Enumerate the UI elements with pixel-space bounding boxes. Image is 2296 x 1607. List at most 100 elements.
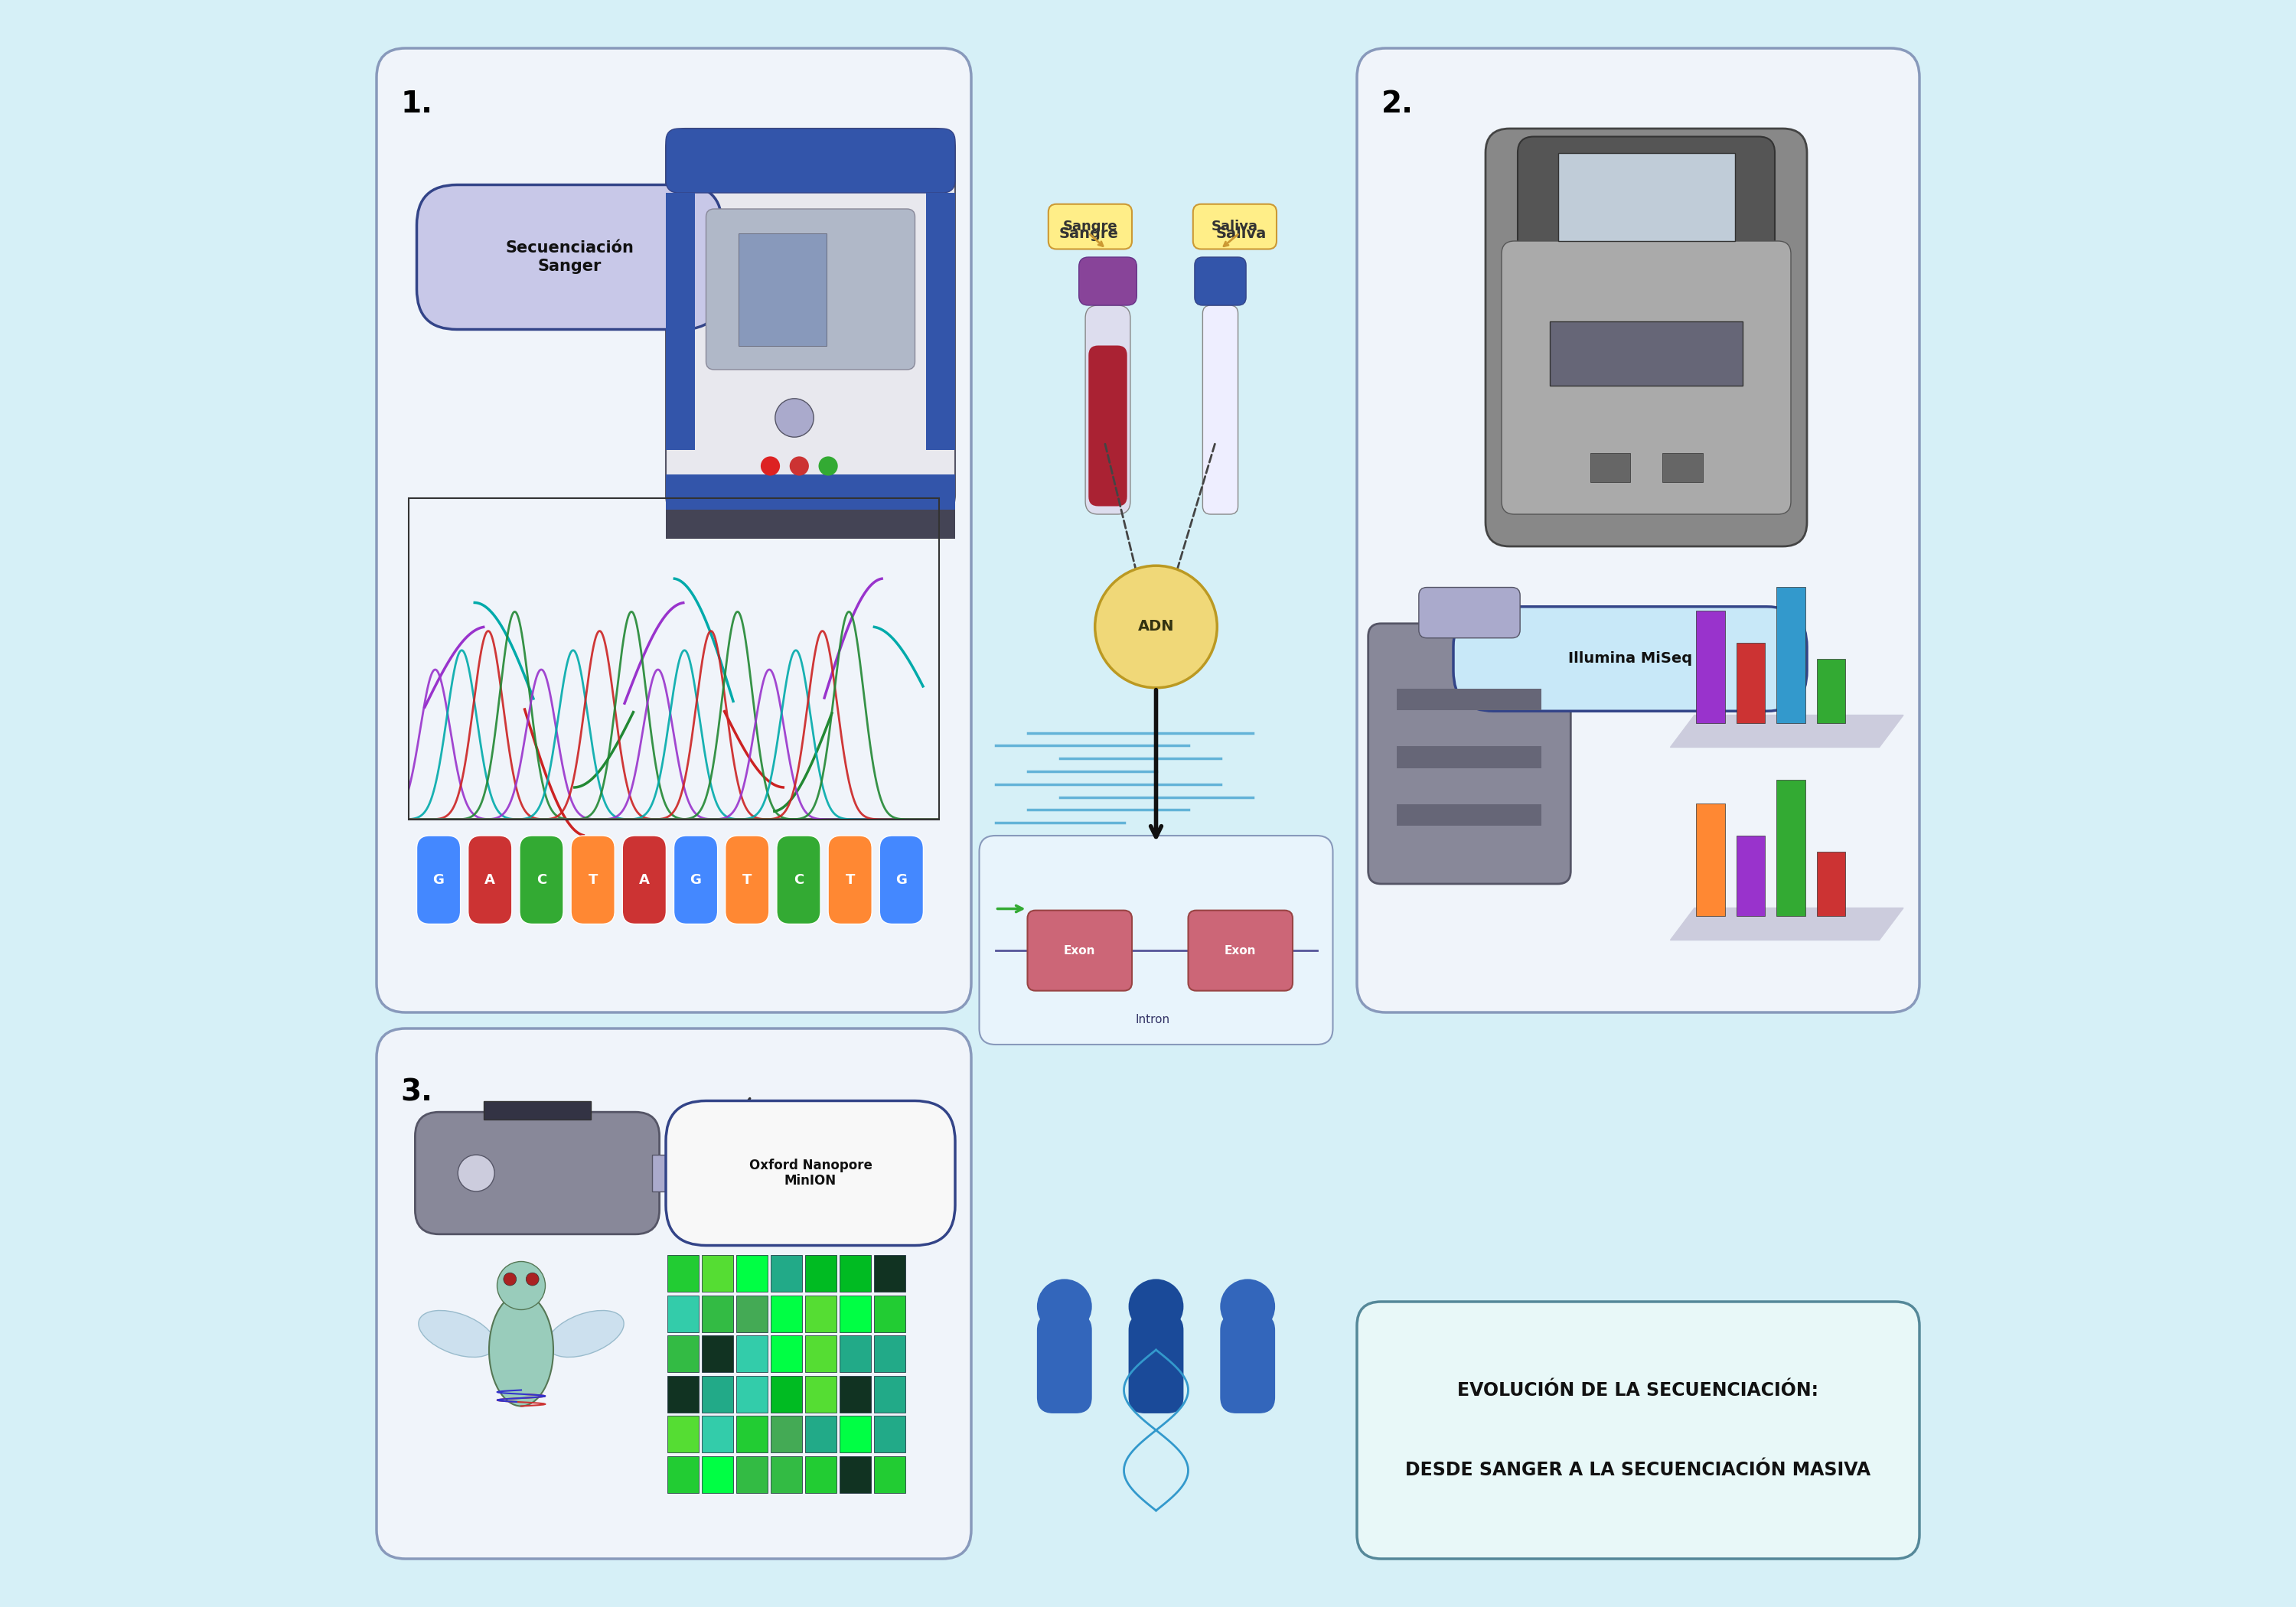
Circle shape bbox=[776, 399, 813, 437]
Bar bbox=[666, 474, 955, 514]
Text: DESDE SANGER A LA SECUENCIACIÓN MASIVA: DESDE SANGER A LA SECUENCIACIÓN MASIVA bbox=[1405, 1461, 1871, 1480]
Bar bbox=[1736, 836, 1766, 916]
Bar bbox=[771, 1295, 801, 1332]
Bar bbox=[925, 193, 955, 450]
FancyBboxPatch shape bbox=[1486, 129, 1807, 546]
Circle shape bbox=[790, 456, 808, 476]
FancyBboxPatch shape bbox=[622, 836, 666, 924]
FancyBboxPatch shape bbox=[1357, 1302, 1919, 1559]
Bar bbox=[840, 1456, 870, 1493]
FancyBboxPatch shape bbox=[1194, 204, 1277, 249]
FancyBboxPatch shape bbox=[1502, 241, 1791, 514]
Bar bbox=[1396, 746, 1541, 768]
Bar bbox=[703, 1255, 732, 1292]
Circle shape bbox=[457, 1155, 494, 1191]
FancyBboxPatch shape bbox=[377, 48, 971, 1012]
Ellipse shape bbox=[489, 1294, 553, 1406]
Circle shape bbox=[526, 1273, 540, 1286]
Bar bbox=[840, 1376, 870, 1413]
Text: Exon: Exon bbox=[1224, 945, 1256, 956]
Bar bbox=[875, 1335, 905, 1372]
Text: A: A bbox=[484, 873, 496, 887]
Bar bbox=[840, 1335, 870, 1372]
Bar bbox=[1697, 611, 1724, 723]
Bar bbox=[668, 1335, 698, 1372]
Bar bbox=[1816, 852, 1846, 916]
Bar bbox=[668, 1255, 698, 1292]
Bar bbox=[840, 1255, 870, 1292]
FancyBboxPatch shape bbox=[978, 836, 1332, 1045]
Bar bbox=[1777, 779, 1805, 916]
Bar bbox=[806, 1416, 836, 1453]
Bar bbox=[771, 1456, 801, 1493]
Text: A: A bbox=[638, 873, 650, 887]
FancyBboxPatch shape bbox=[1203, 305, 1238, 514]
FancyBboxPatch shape bbox=[416, 1112, 659, 1234]
Circle shape bbox=[1095, 566, 1217, 688]
FancyBboxPatch shape bbox=[377, 1028, 971, 1559]
Ellipse shape bbox=[418, 1310, 496, 1358]
Bar bbox=[737, 1295, 767, 1332]
Bar bbox=[1396, 688, 1541, 710]
Bar bbox=[875, 1456, 905, 1493]
Circle shape bbox=[1130, 1279, 1182, 1334]
FancyBboxPatch shape bbox=[1029, 910, 1132, 990]
Bar bbox=[737, 1456, 767, 1493]
Text: Oxford Nanopore
MinION: Oxford Nanopore MinION bbox=[748, 1159, 872, 1188]
Bar bbox=[806, 1376, 836, 1413]
Text: Intron: Intron bbox=[1137, 1014, 1171, 1025]
Circle shape bbox=[503, 1273, 517, 1286]
FancyBboxPatch shape bbox=[1518, 137, 1775, 257]
Bar bbox=[737, 1416, 767, 1453]
FancyBboxPatch shape bbox=[1453, 606, 1807, 710]
Bar bbox=[771, 1376, 801, 1413]
Text: Saliva: Saliva bbox=[1217, 227, 1267, 241]
Bar bbox=[1816, 659, 1846, 723]
Bar bbox=[771, 1255, 801, 1292]
FancyBboxPatch shape bbox=[1189, 910, 1293, 990]
Text: G: G bbox=[895, 873, 907, 887]
Bar bbox=[1697, 804, 1724, 916]
FancyBboxPatch shape bbox=[1368, 624, 1570, 884]
Text: Secuenciación
Sanger: Secuenciación Sanger bbox=[505, 241, 634, 273]
FancyBboxPatch shape bbox=[1038, 1315, 1093, 1414]
Text: Illumina MiSeq: Illumina MiSeq bbox=[1568, 651, 1692, 667]
Bar bbox=[703, 1456, 732, 1493]
Text: EVOLUCIÓN DE LA SECUENCIACIÓN:: EVOLUCIÓN DE LA SECUENCIACIÓN: bbox=[1458, 1380, 1818, 1400]
Text: C: C bbox=[537, 873, 546, 887]
FancyBboxPatch shape bbox=[666, 1101, 955, 1245]
FancyBboxPatch shape bbox=[1088, 346, 1127, 506]
FancyBboxPatch shape bbox=[1419, 587, 1520, 638]
Bar bbox=[840, 1295, 870, 1332]
Bar bbox=[737, 1376, 767, 1413]
FancyBboxPatch shape bbox=[1130, 1315, 1182, 1414]
Bar bbox=[1396, 804, 1541, 826]
Bar bbox=[668, 1456, 698, 1493]
Text: Exon: Exon bbox=[1063, 945, 1095, 956]
Text: 3.: 3. bbox=[400, 1078, 432, 1107]
FancyBboxPatch shape bbox=[1357, 48, 1919, 1012]
Circle shape bbox=[496, 1261, 546, 1310]
FancyBboxPatch shape bbox=[707, 209, 916, 370]
Text: T: T bbox=[845, 873, 854, 887]
Bar bbox=[771, 1416, 801, 1453]
FancyBboxPatch shape bbox=[666, 129, 955, 193]
FancyBboxPatch shape bbox=[879, 836, 923, 924]
Text: G: G bbox=[434, 873, 443, 887]
Bar bbox=[875, 1295, 905, 1332]
Bar bbox=[703, 1295, 732, 1332]
Bar bbox=[703, 1335, 732, 1372]
Circle shape bbox=[1038, 1279, 1093, 1334]
Text: T: T bbox=[742, 873, 751, 887]
FancyBboxPatch shape bbox=[484, 1101, 590, 1120]
Bar bbox=[771, 1335, 801, 1372]
FancyBboxPatch shape bbox=[1219, 1315, 1274, 1414]
Bar bbox=[806, 1295, 836, 1332]
Text: Sangre: Sangre bbox=[1063, 220, 1118, 233]
Text: 2.: 2. bbox=[1382, 90, 1412, 119]
FancyBboxPatch shape bbox=[776, 836, 820, 924]
Bar bbox=[737, 1255, 767, 1292]
Bar bbox=[875, 1255, 905, 1292]
Circle shape bbox=[1219, 1279, 1274, 1334]
Bar bbox=[806, 1335, 836, 1372]
